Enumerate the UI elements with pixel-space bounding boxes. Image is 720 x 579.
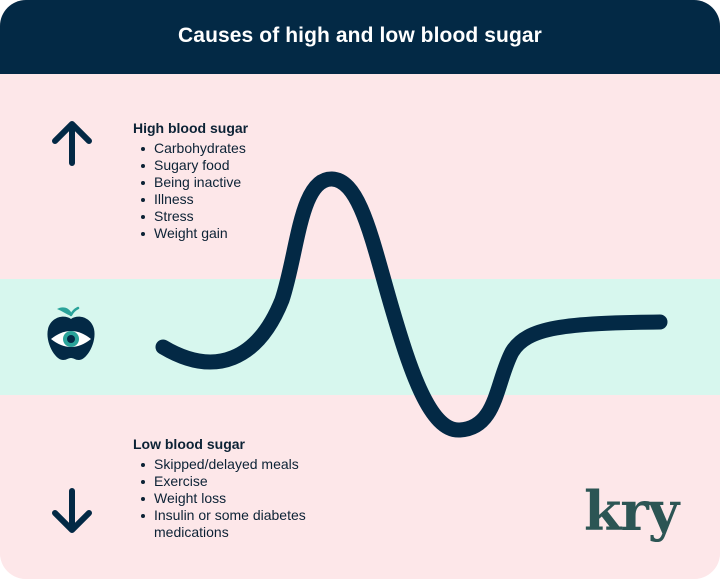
- arrow-up-icon: [52, 121, 92, 166]
- low-sugar-section: Low blood sugar Skipped/delayed meals Ex…: [133, 436, 334, 541]
- list-item: Stress: [133, 208, 248, 225]
- header-bar: Causes of high and low blood sugar: [0, 0, 720, 74]
- low-sugar-title: Low blood sugar: [133, 436, 245, 452]
- high-sugar-causes: Carbohydrates Sugary food Being inactive…: [133, 140, 248, 242]
- page-title: Causes of high and low blood sugar: [178, 24, 542, 47]
- low-sugar-causes: Skipped/delayed meals Exercise Weight lo…: [133, 456, 334, 541]
- high-sugar-section: High blood sugar Carbohydrates Sugary fo…: [133, 120, 248, 242]
- list-item: Illness: [133, 191, 248, 208]
- low-sugar-band: [0, 395, 720, 579]
- list-item: Weight loss: [133, 490, 334, 507]
- list-item: Weight gain: [133, 225, 248, 242]
- list-item: Skipped/delayed meals: [133, 456, 334, 473]
- list-item: Sugary food: [133, 157, 248, 174]
- list-item: Carbohydrates: [133, 140, 248, 157]
- kry-logo: kry: [584, 479, 679, 543]
- list-item: Insulin or some diabetes medications: [133, 507, 334, 541]
- list-item: Being inactive: [133, 174, 248, 191]
- arrow-down-icon: [52, 488, 92, 533]
- apple-eye-icon: [47, 306, 95, 360]
- normal-sugar-band: [0, 279, 720, 395]
- high-sugar-title: High blood sugar: [133, 120, 249, 136]
- list-item: Exercise: [133, 473, 334, 490]
- high-sugar-band: [0, 74, 720, 279]
